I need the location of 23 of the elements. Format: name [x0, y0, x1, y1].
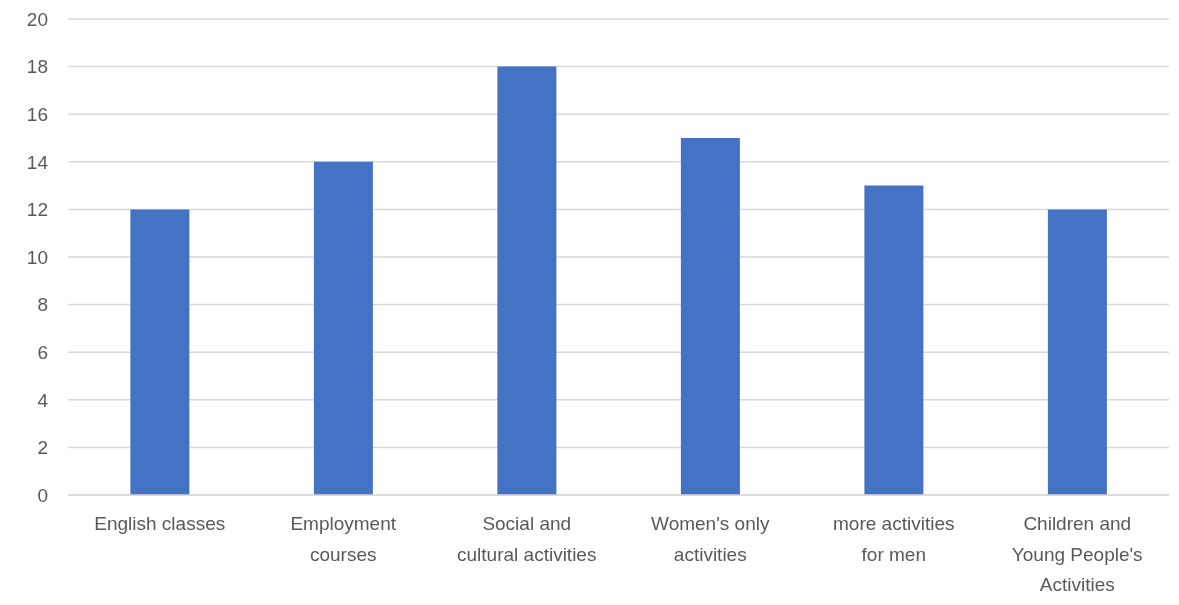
y-tick-label: 0	[37, 484, 48, 506]
y-tick-label: 12	[26, 199, 48, 221]
y-tick-label: 14	[26, 151, 49, 173]
x-tick-label: Women's only activities	[651, 513, 770, 565]
x-tick-label: Employment courses	[290, 513, 397, 565]
bar	[1047, 209, 1107, 495]
y-tick-label: 4	[37, 389, 49, 411]
y-tick-label: 2	[37, 437, 48, 459]
y-tick-label: 10	[26, 246, 48, 268]
y-tick-label: 16	[26, 103, 48, 125]
y-tick-label: 18	[26, 56, 48, 78]
bar	[130, 209, 190, 495]
y-tick-label: 8	[37, 294, 48, 316]
y-tick-label: 6	[37, 341, 48, 363]
bar	[497, 66, 557, 495]
bar	[864, 185, 924, 495]
x-tick-label: English classes	[94, 513, 226, 535]
x-tick-label: more activities for men	[833, 513, 955, 565]
x-tick-label: Social and cultural activities	[457, 513, 597, 565]
bar	[313, 161, 373, 495]
bar	[680, 138, 740, 495]
y-tick-label: 20	[26, 8, 48, 30]
x-tick-label: Children and Young People's Activities	[1011, 513, 1143, 595]
